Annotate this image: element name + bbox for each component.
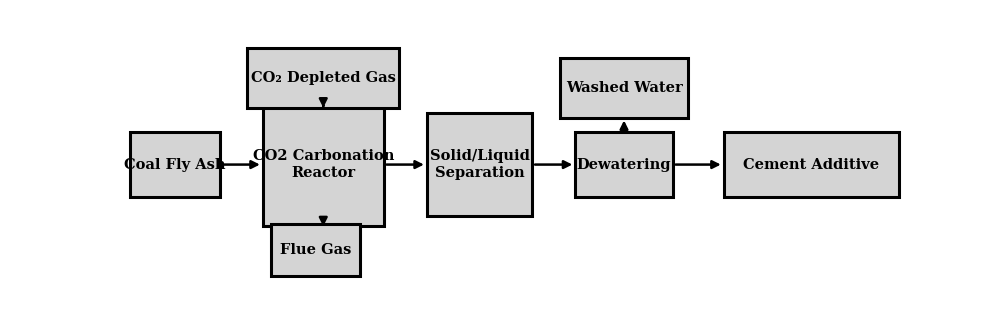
Text: CO₂ Depleted Gas: CO₂ Depleted Gas (251, 71, 396, 85)
FancyBboxPatch shape (724, 133, 899, 197)
FancyBboxPatch shape (130, 133, 220, 197)
Text: Solid/Liquid
Separation: Solid/Liquid Separation (429, 149, 529, 180)
FancyBboxPatch shape (559, 58, 688, 117)
Text: Dewatering: Dewatering (577, 158, 671, 172)
FancyBboxPatch shape (426, 113, 532, 216)
FancyBboxPatch shape (247, 48, 399, 108)
FancyBboxPatch shape (576, 133, 673, 197)
Text: Flue Gas: Flue Gas (280, 243, 351, 257)
Text: Cement Additive: Cement Additive (744, 158, 880, 172)
Text: Coal Fly Ash: Coal Fly Ash (124, 158, 226, 172)
Text: CO2 Carbonation
Reactor: CO2 Carbonation Reactor (253, 149, 394, 180)
FancyBboxPatch shape (263, 103, 384, 226)
FancyBboxPatch shape (270, 224, 361, 276)
Text: Washed Water: Washed Water (565, 81, 682, 95)
